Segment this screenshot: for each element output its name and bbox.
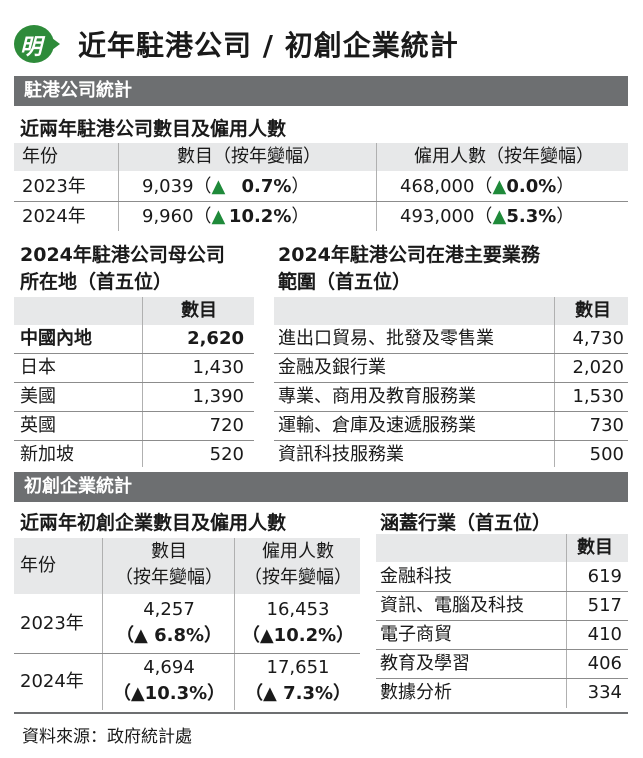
ming-pao-logo-icon: 明 bbox=[12, 21, 64, 67]
table-row: 美國 1,390 bbox=[20, 386, 244, 407]
page-title: 近年駐港公司 / 初創企業統計 bbox=[78, 29, 459, 62]
table-row: 2023年 9,039（▲ 0.7%） 468,000（▲0.0%） bbox=[22, 176, 575, 197]
up-arrow-icon: ▲ bbox=[211, 176, 226, 197]
col-staff: 僱用人數（按年變幅） bbox=[414, 146, 594, 167]
col-count: 數目（按年變幅） bbox=[177, 146, 321, 167]
business-scope-subtitle-line1: 2024年駐港公司在港主要業務 bbox=[278, 244, 540, 266]
table-row: 進出口貿易、批發及零售業 4,730 bbox=[278, 328, 624, 349]
startups-employment-header: 年份 數目 （按年變幅） 僱用人數 （按年變幅） bbox=[14, 538, 360, 594]
business-scope-subtitle-line2: 範圍（首五位） bbox=[278, 271, 412, 293]
table-row: 金融科技 619 bbox=[380, 566, 622, 587]
page-header: 明 近年駐港公司 / 初創企業統計 bbox=[12, 16, 632, 72]
table-row: 電子商貿 410 bbox=[380, 624, 622, 645]
startups-employment-subtitle: 近兩年初創企業數目及僱用人數 bbox=[20, 512, 287, 534]
table-row: 2024年 9,960（▲ 10.2%） 493,000（▲5.3%） bbox=[22, 206, 575, 227]
table-row: 運輸、倉庫及速遞服務業 730 bbox=[278, 415, 624, 436]
source-note: 資料來源：政府統計處 bbox=[22, 727, 192, 747]
parent-location-subtitle-line1: 2024年駐港公司母公司 bbox=[20, 244, 225, 266]
table-row: 金融及銀行業 2,020 bbox=[278, 357, 624, 378]
table-row: 新加坡 520 bbox=[20, 444, 244, 465]
business-scope-header: 數目 bbox=[274, 297, 628, 325]
table-row: 數據分析 334 bbox=[380, 682, 622, 703]
up-arrow-icon: ▲ bbox=[211, 206, 226, 227]
table-row: 2024年 4,694 （▲10.3%） 17,651 （▲ 7.3%） bbox=[20, 657, 352, 704]
table-row: 教育及學習 406 bbox=[380, 653, 622, 674]
table-row: 專業、商用及教育服務業 1,530 bbox=[278, 386, 624, 407]
up-arrow-icon: ▲ bbox=[492, 176, 507, 197]
table-row: 2023年 4,257 （▲ 6.8%） 16,453 （▲10.2%） bbox=[20, 599, 355, 646]
parent-location-header: 數目 bbox=[14, 297, 254, 325]
up-arrow-icon: ▲ bbox=[492, 206, 507, 227]
table-row: 資訊、電腦及科技 517 bbox=[380, 595, 622, 616]
table-row: 資訊科技服務業 500 bbox=[278, 444, 624, 465]
industries-subtitle: 涵蓋行業（首五位） bbox=[380, 512, 552, 534]
section-bar-startups: 初創企業統計 bbox=[14, 472, 628, 502]
col-year: 年份 bbox=[22, 146, 58, 167]
table-row: 中國內地 2,620 bbox=[20, 328, 244, 349]
table-row: 英國 720 bbox=[20, 415, 244, 436]
table-row: 日本 1,430 bbox=[20, 357, 244, 378]
industries-header: 數目 bbox=[376, 534, 628, 562]
section-bar-companies: 駐港公司統計 bbox=[14, 76, 628, 106]
companies-employment-subtitle: 近兩年駐港公司數目及僱用人數 bbox=[20, 118, 287, 140]
parent-location-subtitle-line2: 所在地（首五位） bbox=[20, 271, 173, 293]
companies-employment-header: 年份 數目（按年變幅） 僱用人數（按年變幅） bbox=[14, 143, 628, 171]
